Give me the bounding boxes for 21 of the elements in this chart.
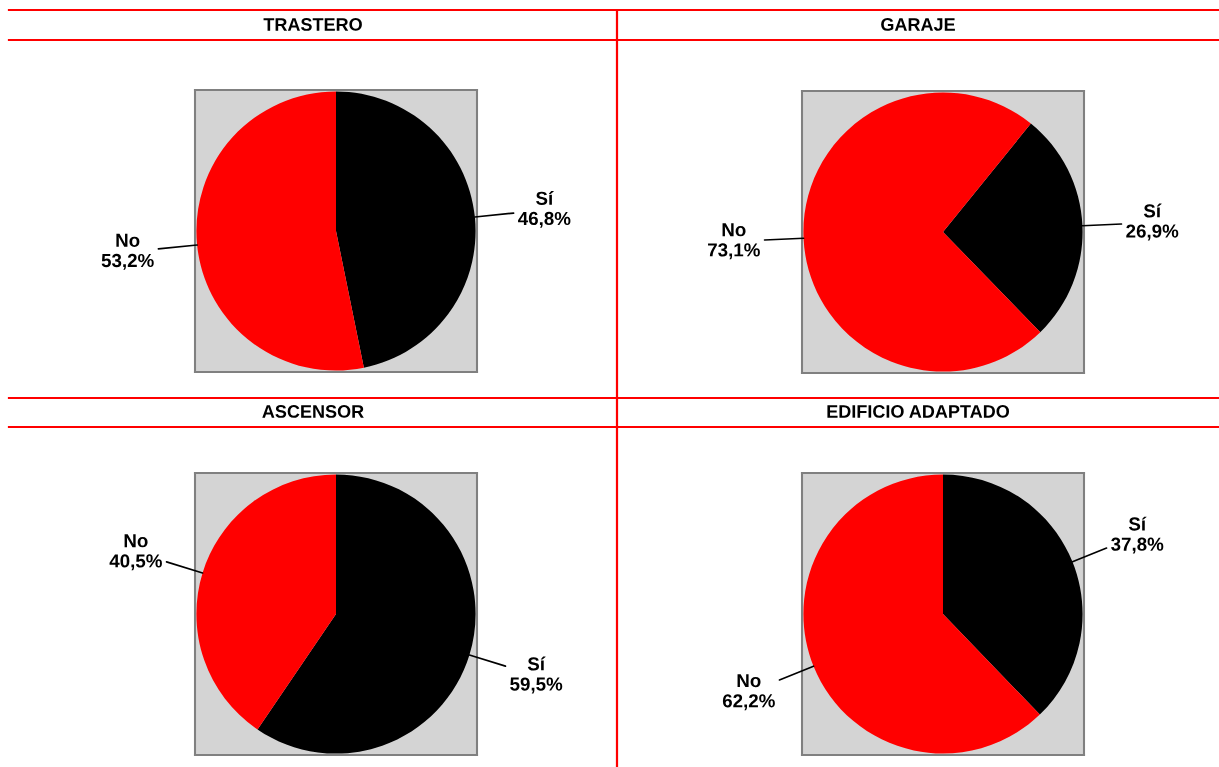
data-label: 73,1% xyxy=(708,243,760,260)
slice-label: Sí xyxy=(536,190,554,205)
data-label: 26,9% xyxy=(1126,224,1179,241)
data-label: 37,8% xyxy=(1111,537,1164,554)
slice-label: No xyxy=(722,223,746,237)
data-label: 62,2% xyxy=(722,694,775,711)
slice-label: No xyxy=(116,233,140,247)
slice-label: Sí xyxy=(1128,516,1147,531)
slice-label: Sí xyxy=(1143,203,1162,218)
pie-slice xyxy=(196,474,336,730)
chart-title: GARAJE xyxy=(881,18,955,31)
slice-label: No xyxy=(124,534,148,548)
chart-title: EDIFICIO ADAPTADO xyxy=(827,405,1010,418)
chart-title: ASCENSOR xyxy=(262,405,364,418)
slice-label: No xyxy=(737,674,761,688)
data-label: 46,8% xyxy=(518,211,571,228)
data-label: 40,5% xyxy=(109,554,162,571)
data-label: 53,2% xyxy=(101,253,154,270)
data-label: 59,5% xyxy=(510,677,563,694)
chart-title: TRASTERO xyxy=(263,18,362,31)
slice-label: Sí xyxy=(527,656,546,671)
